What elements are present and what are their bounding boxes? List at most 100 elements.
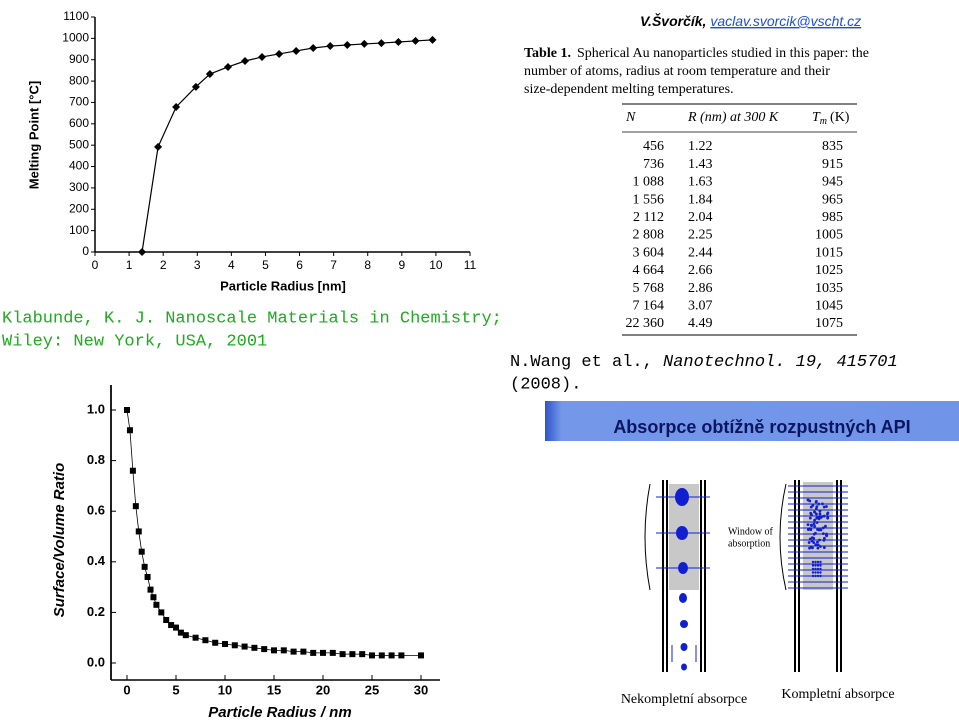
marker <box>212 639 219 646</box>
marker <box>158 609 165 616</box>
marker <box>173 624 179 631</box>
marker <box>205 70 214 79</box>
x-tick-label: 11 <box>464 258 477 272</box>
marker <box>378 652 385 659</box>
marker <box>258 52 267 61</box>
particle <box>816 546 820 550</box>
window-label: absorption <box>728 538 770 549</box>
marker <box>141 563 148 570</box>
particle <box>815 516 819 520</box>
bracket <box>644 483 651 591</box>
table-header: R (nm) at 300 K <box>687 110 779 125</box>
particle <box>808 546 811 550</box>
y-tick-label: 500 <box>69 137 89 151</box>
table-cell: 1015 <box>815 245 843 260</box>
email-link[interactable]: vaclav.svorcik@vscht.cz <box>710 13 861 29</box>
caption-line: Spherical Au nanoparticles studied in th… <box>577 46 869 61</box>
particle <box>814 543 818 547</box>
particle <box>816 571 820 574</box>
y-tick-label: 100 <box>69 223 89 237</box>
y-axis-title: Melting Point [°C] <box>26 81 41 189</box>
y-tick-label: 0 <box>82 244 89 258</box>
table-cell: 1.22 <box>688 139 713 154</box>
particle <box>825 505 828 508</box>
x-tick-label: 3 <box>194 258 201 272</box>
particle <box>812 522 816 526</box>
marker <box>309 43 318 52</box>
caption-label: Table 1. <box>524 46 571 61</box>
y-tick-label: 0.8 <box>87 452 105 467</box>
table-cell: 22 360 <box>626 316 665 331</box>
table-cell: 835 <box>822 139 843 154</box>
table-cell: 1.43 <box>688 157 713 172</box>
marker <box>132 503 139 510</box>
particle <box>808 499 812 503</box>
table-cell: 1 088 <box>633 175 665 190</box>
x-tick-label: 6 <box>296 258 303 272</box>
particle <box>816 564 820 567</box>
table-cell: 1005 <box>815 228 843 243</box>
arrow <box>656 496 710 662</box>
y-tick-label: 600 <box>69 116 89 130</box>
y-tick-label: 1.0 <box>87 401 105 416</box>
particle <box>817 515 821 519</box>
chart: 0 100 200 300 400 500 600 700 800 900 1000 1100 0 1 2 3… <box>26 9 476 293</box>
marker <box>388 652 395 659</box>
marker <box>280 647 287 654</box>
table-cell: 1.63 <box>688 175 713 190</box>
marker <box>172 102 181 111</box>
particle <box>806 528 810 531</box>
table-caption: number of atoms, radius at room temperat… <box>524 64 830 79</box>
x-tick-label: 0 <box>92 258 99 272</box>
marker <box>251 644 258 651</box>
table-cell: 2.44 <box>688 245 713 260</box>
marker <box>138 548 145 555</box>
table-cell: 4.49 <box>688 316 713 331</box>
table-cell: 5 768 <box>633 281 665 296</box>
x-axis-title: Particle Radius / nm <box>208 704 351 721</box>
table-cell: 2 808 <box>633 228 665 243</box>
citation: Klabunde, K. J. Nanoscale Materials in C… <box>2 309 502 328</box>
particle <box>810 524 813 527</box>
marker <box>320 649 326 656</box>
marker <box>360 39 369 48</box>
table-cell: 985 <box>822 210 843 225</box>
table-cell: 7 164 <box>633 299 665 314</box>
marker <box>241 57 249 66</box>
header: V.Švorčík, vaclav.svorcik@vscht.cz <box>640 12 861 29</box>
marker <box>349 651 356 658</box>
table-cell: 3.07 <box>688 299 713 314</box>
marker <box>326 42 335 51</box>
citation: Wiley: New York, USA, 2001 <box>2 332 267 351</box>
marker <box>394 37 403 46</box>
table-cell: 1045 <box>815 299 843 314</box>
x-tick-label: 20 <box>316 682 330 697</box>
marker <box>290 648 297 655</box>
x-tick-label: 15 <box>267 682 281 697</box>
arrows <box>656 496 710 662</box>
marker <box>271 647 277 654</box>
marker <box>411 36 420 45</box>
particle <box>813 510 817 514</box>
marker <box>223 62 232 71</box>
particle <box>680 620 688 628</box>
particle <box>815 512 818 516</box>
author: V.Švorčík, <box>640 12 710 29</box>
citation: N.Wang et al., Nanotechnol. 19, 415701 <box>510 353 898 372</box>
marker <box>124 407 130 413</box>
marker <box>153 601 160 608</box>
x-tick-label: 5 <box>172 682 179 697</box>
marker <box>147 586 154 593</box>
table-cell: 965 <box>822 192 843 207</box>
marker <box>231 642 238 649</box>
marker <box>138 248 147 256</box>
marker <box>369 652 375 659</box>
y-tick-label: 300 <box>69 180 89 194</box>
particle <box>811 564 815 567</box>
caption: Kompletní absorpce <box>781 687 894 702</box>
x-tick-label: 2 <box>160 258 167 272</box>
y-tick-label: 900 <box>69 52 89 66</box>
marker <box>275 49 284 58</box>
particle <box>822 546 826 550</box>
